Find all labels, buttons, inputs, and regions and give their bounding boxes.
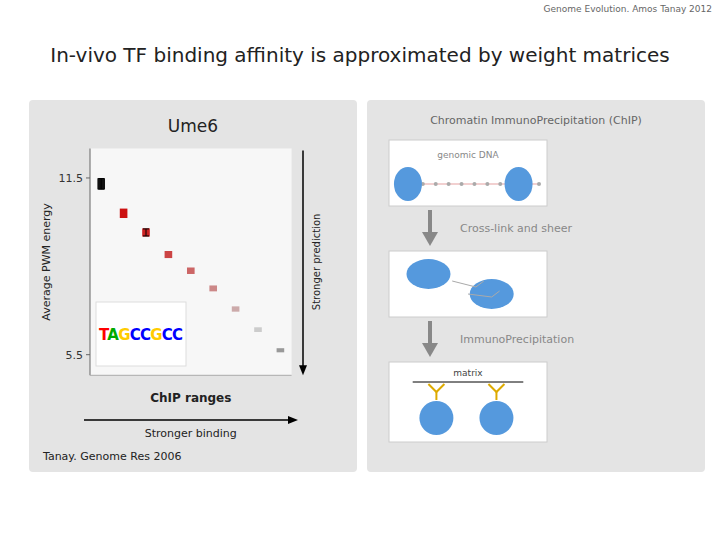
logo-letter: G (118, 326, 130, 344)
plot-area (90, 149, 292, 376)
error-cap (143, 228, 149, 229)
binding-arrowhead (288, 416, 298, 424)
binding-arrow (84, 419, 290, 421)
error-bar (98, 179, 104, 190)
bar (277, 348, 285, 352)
bar (209, 285, 217, 291)
bar (97, 178, 105, 189)
prediction-arrowhead (299, 365, 307, 375)
sequence-logo: TAGCCGCC (99, 326, 183, 344)
bar (187, 267, 195, 273)
watermark: Genome Evolution. Amos Tanay 2012 (544, 4, 712, 14)
protein (479, 401, 513, 435)
error-cap (143, 235, 149, 236)
x-axis-label: ChIP ranges (150, 391, 231, 405)
protein (407, 259, 451, 289)
citation: Tanay. Genome Res 2006 (42, 450, 181, 463)
error-stem (146, 229, 147, 236)
marks (97, 178, 284, 352)
error-cap (98, 178, 104, 179)
antibody (435, 392, 437, 400)
nucleosome (537, 182, 541, 186)
annotation: matrix (453, 368, 483, 378)
y-tick (86, 354, 90, 355)
bar (165, 251, 173, 258)
nucleosome (498, 182, 502, 186)
annotation: Chromatin ImmunoPrecipitation (ChIP) (430, 114, 642, 127)
y-tick-label: 11.5 (59, 172, 84, 185)
step-arrowhead (422, 343, 438, 357)
logo-letter: G (150, 326, 162, 344)
nucleosome (447, 182, 451, 186)
bar (232, 306, 240, 311)
annotation: Stronger binding (145, 427, 237, 440)
background (0, 0, 720, 540)
illustration-box (389, 140, 547, 206)
y-tick (86, 177, 90, 178)
step-arrowhead (422, 232, 438, 246)
logo-box (96, 302, 186, 366)
annotation: Cross-link and sheer (460, 222, 573, 235)
step-arrow (428, 210, 432, 234)
illustration-box (389, 251, 547, 317)
fragment (468, 291, 500, 297)
error-cap (98, 189, 104, 190)
left-panel (29, 100, 357, 472)
x-axis (90, 375, 292, 376)
antibody (428, 384, 444, 392)
annotation: genomic DNA (437, 150, 499, 160)
protein (419, 401, 453, 435)
error-stem (101, 179, 102, 190)
protein (505, 167, 533, 201)
antibody (495, 392, 497, 400)
error-bar (143, 229, 149, 236)
nucleosome (434, 182, 438, 186)
title: In-vivo TF binding affinity is approxima… (50, 43, 669, 67)
chart: Genome Evolution. Amos Tanay 2012 In-vivo… (0, 0, 720, 540)
nucleosome (472, 182, 476, 186)
bar (120, 209, 128, 218)
prediction-arrow (302, 151, 304, 368)
antibody (488, 384, 504, 392)
nucleosome (485, 182, 489, 186)
y-axis (90, 149, 91, 376)
protein (394, 167, 422, 201)
protein (470, 279, 514, 309)
annotation: Stronger prediction (311, 214, 322, 311)
nucleosome (460, 182, 464, 186)
illustration-box (389, 362, 547, 442)
matrix-line (413, 382, 524, 383)
annotation: ImmunoPrecipitation (460, 333, 574, 346)
fragment (452, 281, 484, 287)
bar (142, 228, 150, 236)
step-arrow (428, 321, 432, 345)
right-panel (367, 100, 705, 472)
y-axis-label: Average PWM energy (40, 203, 53, 321)
logo-letter: C (172, 326, 183, 344)
panel-title: Ume6 (168, 116, 218, 136)
y-tick-label: 5.5 (66, 349, 84, 362)
bar (254, 327, 262, 332)
